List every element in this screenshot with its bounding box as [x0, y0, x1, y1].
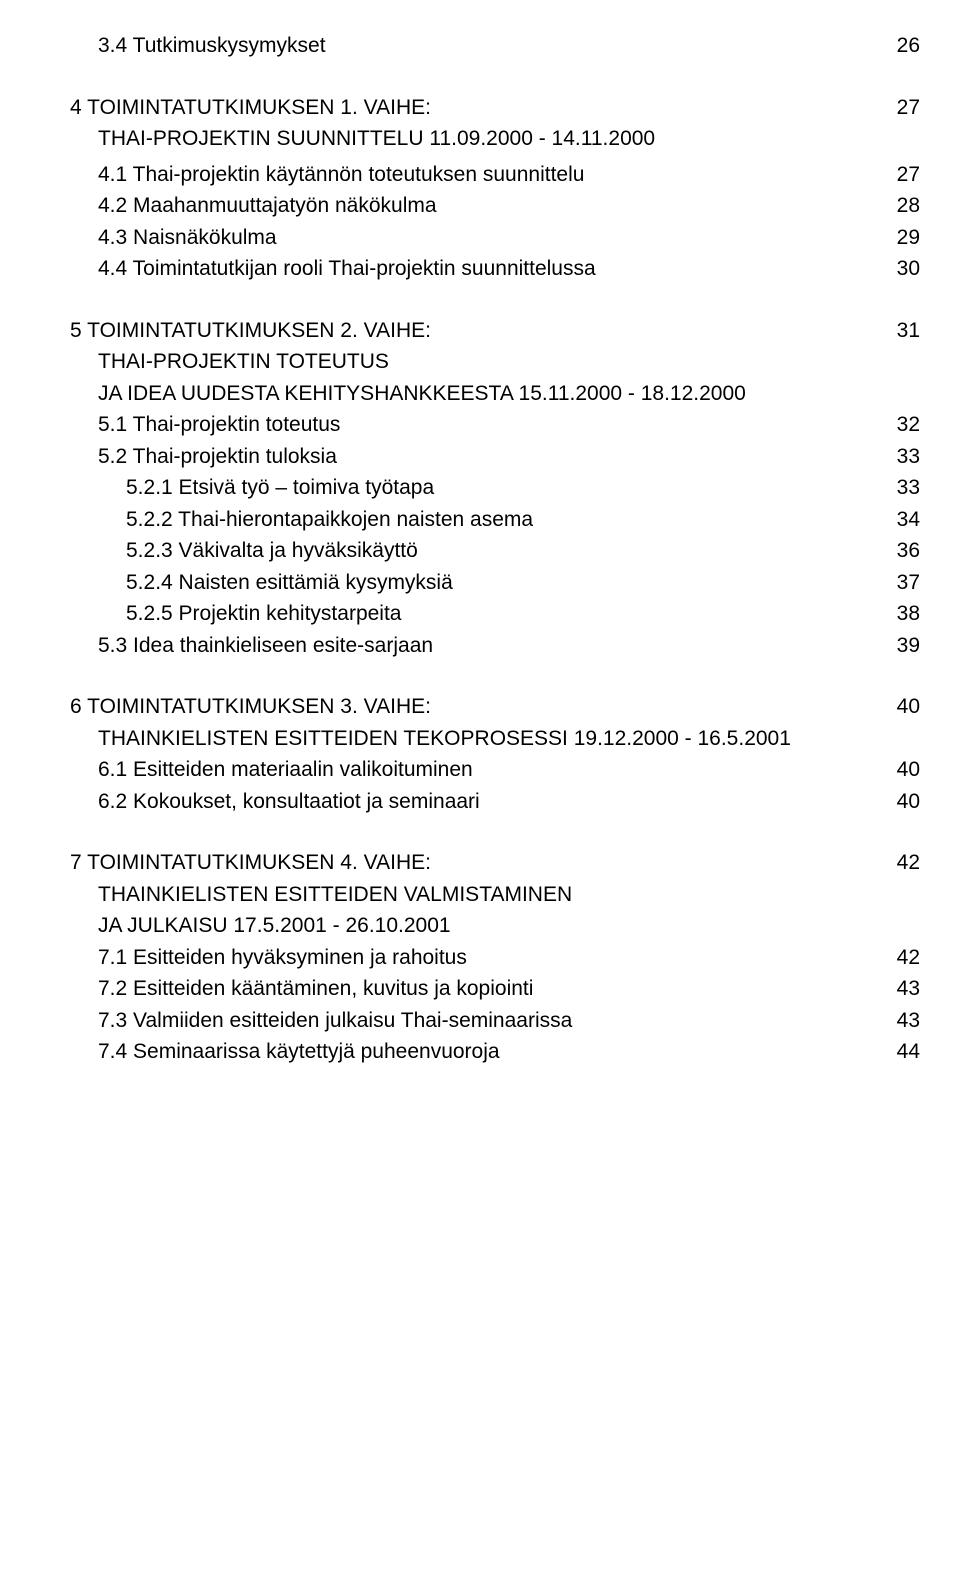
- toc-entry: 5.2.5 Projektin kehitystarpeita38: [70, 598, 920, 630]
- toc-label: 4.4 Toimintatutkijan rooli Thai-projekti…: [70, 253, 897, 285]
- toc-entry: 5 TOIMINTATUTKIMUKSEN 2. VAIHE:31: [70, 315, 920, 347]
- toc-entry: 5.1 Thai-projektin toteutus32: [70, 409, 920, 441]
- toc-label: 5.2.5 Projektin kehitystarpeita: [70, 598, 897, 630]
- toc-page-number: 34: [897, 504, 920, 536]
- section-gap: [70, 661, 920, 691]
- toc-label: 7.1 Esitteiden hyväksyminen ja rahoitus: [70, 942, 897, 974]
- toc-entry: 4 TOIMINTATUTKIMUKSEN 1. VAIHE:27: [70, 92, 920, 124]
- toc-label: 7.4 Seminaarissa käytettyjä puheenvuoroj…: [70, 1036, 897, 1068]
- toc-label: 4.3 Naisnäkökulma: [70, 222, 897, 254]
- table-of-contents: 3.4 Tutkimuskysymykset264 TOIMINTATUTKIM…: [70, 30, 920, 1068]
- toc-label: THAI-PROJEKTIN SUUNNITTELU 11.09.2000 - …: [70, 123, 920, 155]
- toc-label: 5.2.2 Thai-hierontapaikkojen naisten ase…: [70, 504, 897, 536]
- toc-entry: 5.3 Idea thainkieliseen esite-sarjaan39: [70, 630, 920, 662]
- toc-entry: THAINKIELISTEN ESITTEIDEN TEKOPROSESSI 1…: [70, 723, 920, 755]
- toc-page-number: 33: [897, 441, 920, 473]
- toc-page-number: 28: [897, 190, 920, 222]
- toc-label: JA IDEA UUDESTA KEHITYSHANKKEESTA 15.11.…: [70, 378, 920, 410]
- toc-entry: 5.2.3 Väkivalta ja hyväksikäyttö36: [70, 535, 920, 567]
- toc-label: 4.1 Thai-projektin käytännön toteutuksen…: [70, 159, 897, 191]
- toc-label: 5.3 Idea thainkieliseen esite-sarjaan: [70, 630, 897, 662]
- toc-label: 5 TOIMINTATUTKIMUKSEN 2. VAIHE:: [70, 315, 897, 347]
- toc-page-number: 42: [897, 847, 920, 879]
- toc-page-number: 30: [897, 253, 920, 285]
- toc-entry: JA IDEA UUDESTA KEHITYSHANKKEESTA 15.11.…: [70, 378, 920, 410]
- toc-entry: 5.2 Thai-projektin tuloksia33: [70, 441, 920, 473]
- toc-label: 5.2.1 Etsivä työ – toimiva työtapa: [70, 472, 897, 504]
- toc-page-number: 39: [897, 630, 920, 662]
- toc-label: 7.3 Valmiiden esitteiden julkaisu Thai-s…: [70, 1005, 897, 1037]
- toc-page-number: 37: [897, 567, 920, 599]
- toc-page-number: 42: [897, 942, 920, 974]
- toc-label: 5.2.4 Naisten esittämiä kysymyksiä: [70, 567, 897, 599]
- toc-label: 3.4 Tutkimuskysymykset: [70, 30, 897, 62]
- toc-label: 6 TOIMINTATUTKIMUKSEN 3. VAIHE:: [70, 691, 897, 723]
- toc-page-number: 40: [897, 754, 920, 786]
- toc-label: 7.2 Esitteiden kääntäminen, kuvitus ja k…: [70, 973, 897, 1005]
- toc-entry: 4.3 Naisnäkökulma29: [70, 222, 920, 254]
- toc-entry: 5.2.4 Naisten esittämiä kysymyksiä37: [70, 567, 920, 599]
- toc-page-number: 31: [897, 315, 920, 347]
- toc-label: 5.1 Thai-projektin toteutus: [70, 409, 897, 441]
- toc-page-number: 40: [897, 786, 920, 818]
- toc-entry: 7.2 Esitteiden kääntäminen, kuvitus ja k…: [70, 973, 920, 1005]
- toc-entry: 3.4 Tutkimuskysymykset26: [70, 30, 920, 62]
- toc-label: JA JULKAISU 17.5.2001 - 26.10.2001: [70, 910, 920, 942]
- toc-label: 4 TOIMINTATUTKIMUKSEN 1. VAIHE:: [70, 92, 897, 124]
- toc-label: 7 TOIMINTATUTKIMUKSEN 4. VAIHE:: [70, 847, 897, 879]
- toc-label: THAINKIELISTEN ESITTEIDEN VALMISTAMINEN: [70, 879, 920, 911]
- toc-label: 4.2 Maahanmuuttajatyön näkökulma: [70, 190, 897, 222]
- toc-label: 5.2 Thai-projektin tuloksia: [70, 441, 897, 473]
- toc-entry: 5.2.2 Thai-hierontapaikkojen naisten ase…: [70, 504, 920, 536]
- toc-entry: JA JULKAISU 17.5.2001 - 26.10.2001: [70, 910, 920, 942]
- toc-page-number: 27: [897, 159, 920, 191]
- toc-page-number: 27: [897, 92, 920, 124]
- toc-page-number: 43: [897, 973, 920, 1005]
- toc-entry: 6.2 Kokoukset, konsultaatiot ja seminaar…: [70, 786, 920, 818]
- toc-entry: 6 TOIMINTATUTKIMUKSEN 3. VAIHE:40: [70, 691, 920, 723]
- toc-page-number: 44: [897, 1036, 920, 1068]
- toc-entry: 7.3 Valmiiden esitteiden julkaisu Thai-s…: [70, 1005, 920, 1037]
- toc-entry: 4.2 Maahanmuuttajatyön näkökulma28: [70, 190, 920, 222]
- toc-page-number: 33: [897, 472, 920, 504]
- toc-page-number: 26: [897, 30, 920, 62]
- toc-entry: 7.4 Seminaarissa käytettyjä puheenvuoroj…: [70, 1036, 920, 1068]
- section-gap: [70, 285, 920, 315]
- toc-page-number: 43: [897, 1005, 920, 1037]
- toc-entry: THAINKIELISTEN ESITTEIDEN VALMISTAMINEN: [70, 879, 920, 911]
- section-gap: [70, 817, 920, 847]
- toc-label: THAI-PROJEKTIN TOTEUTUS: [70, 346, 920, 378]
- toc-entry: 5.2.1 Etsivä työ – toimiva työtapa33: [70, 472, 920, 504]
- toc-entry: THAI-PROJEKTIN SUUNNITTELU 11.09.2000 - …: [70, 123, 920, 155]
- toc-page-number: 29: [897, 222, 920, 254]
- toc-page-number: 38: [897, 598, 920, 630]
- toc-entry: 4.4 Toimintatutkijan rooli Thai-projekti…: [70, 253, 920, 285]
- toc-entry: 6.1 Esitteiden materiaalin valikoitumine…: [70, 754, 920, 786]
- toc-label: 6.2 Kokoukset, konsultaatiot ja seminaar…: [70, 786, 897, 818]
- toc-page-number: 36: [897, 535, 920, 567]
- toc-entry: 4.1 Thai-projektin käytännön toteutuksen…: [70, 159, 920, 191]
- toc-page-number: 32: [897, 409, 920, 441]
- toc-label: THAINKIELISTEN ESITTEIDEN TEKOPROSESSI 1…: [70, 723, 920, 755]
- toc-label: 5.2.3 Väkivalta ja hyväksikäyttö: [70, 535, 897, 567]
- toc-page-number: 40: [897, 691, 920, 723]
- toc-entry: 7.1 Esitteiden hyväksyminen ja rahoitus4…: [70, 942, 920, 974]
- section-gap: [70, 62, 920, 92]
- toc-entry: 7 TOIMINTATUTKIMUKSEN 4. VAIHE:42: [70, 847, 920, 879]
- toc-entry: THAI-PROJEKTIN TOTEUTUS: [70, 346, 920, 378]
- toc-label: 6.1 Esitteiden materiaalin valikoitumine…: [70, 754, 897, 786]
